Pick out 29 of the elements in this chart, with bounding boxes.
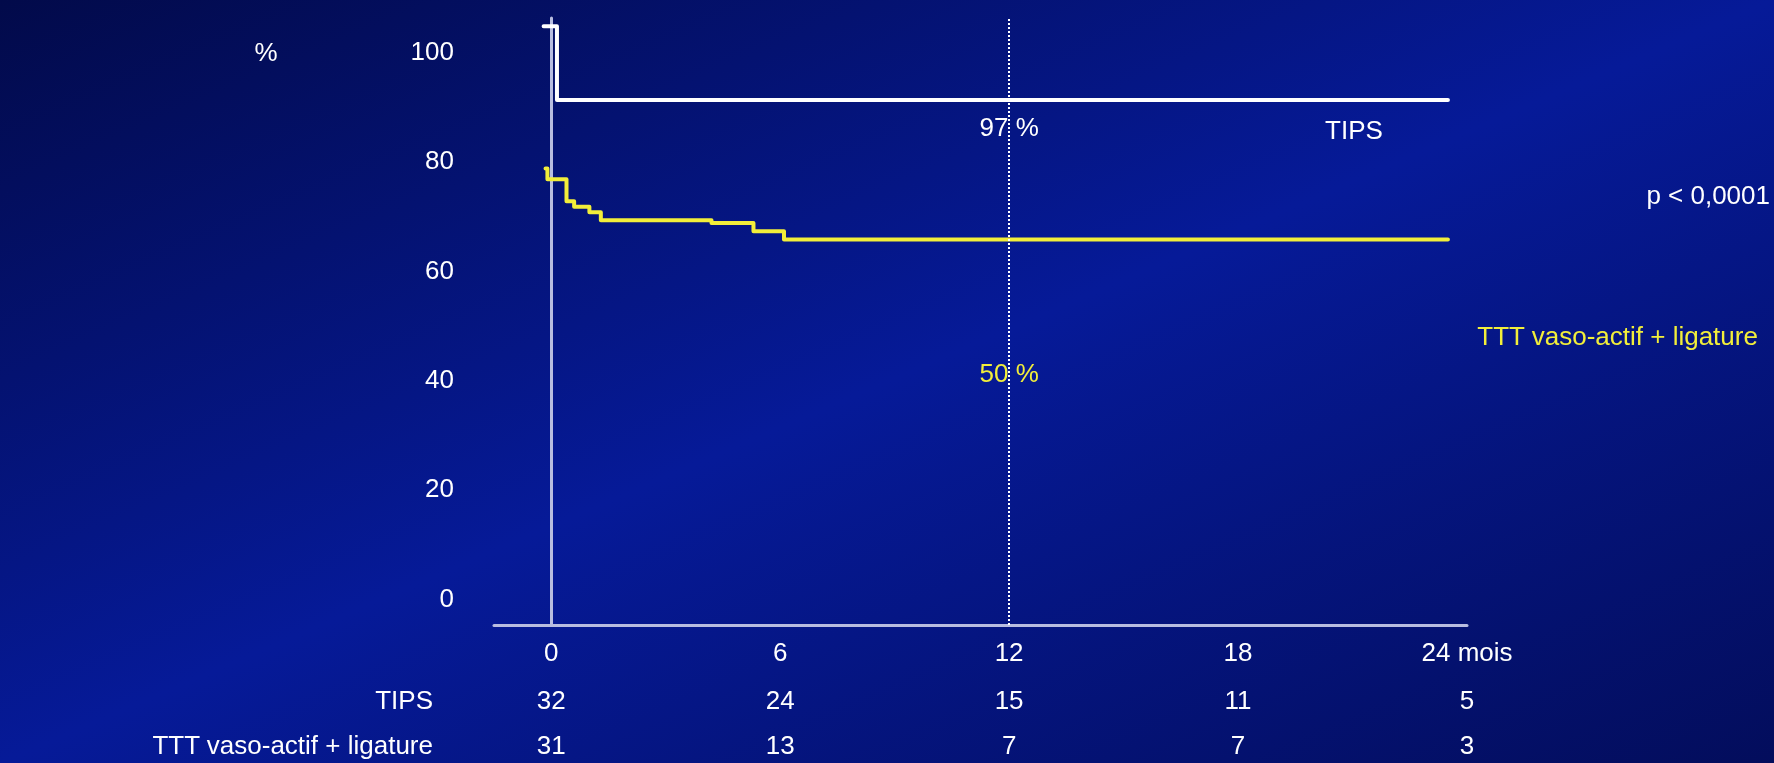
y-tick-label: 40 (425, 363, 454, 394)
text: 13 (765, 730, 795, 760)
y-tick-label: 60 (425, 254, 454, 285)
x-tick-label: 0 (544, 637, 559, 667)
text: 32 (536, 685, 566, 715)
text: 11 (1224, 685, 1252, 715)
text: 15 (994, 685, 1024, 715)
annotation: 97 % (979, 112, 1039, 143)
x-tick-label: 12 (994, 637, 1024, 667)
text: p < 0,0001 (1646, 180, 1770, 210)
text: 3 (1459, 730, 1475, 760)
text: 7 (1001, 730, 1017, 760)
text: TTT vaso-actif + ligature (152, 730, 433, 760)
y-tick-label: 20 (425, 473, 454, 504)
text: 7 (1230, 730, 1246, 760)
text: 5 (1459, 685, 1475, 715)
y-tick-label: 80 (425, 145, 454, 176)
x-tick-label: 6 (772, 637, 788, 667)
x-tick-label: 24 mois (1421, 637, 1513, 667)
text: TTT vaso-actif + ligature (1477, 321, 1758, 352)
annotation: 50 % (979, 358, 1039, 389)
y-tick-label: 100 (410, 35, 454, 66)
text: % (254, 37, 278, 67)
x-tick-label: 18 (1223, 637, 1253, 667)
text: 31 (536, 730, 566, 760)
text: TIPS (375, 685, 433, 715)
series-label: TIPS (1325, 115, 1383, 146)
text: 24 (765, 685, 795, 715)
y-tick-label: 0 (439, 582, 454, 613)
